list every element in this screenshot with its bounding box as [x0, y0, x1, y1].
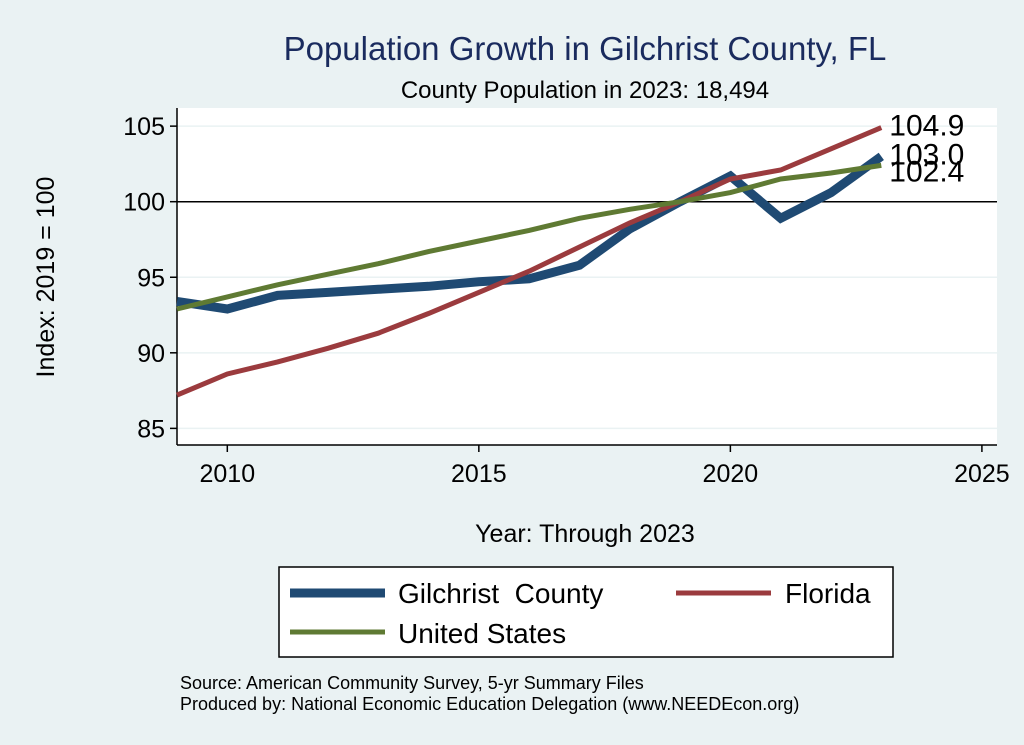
y-tick-label: 85: [137, 415, 165, 443]
series-lines: [176, 125, 884, 398]
series-line-united-states: [176, 162, 882, 312]
legend-label-gilchrist: Gilchrist County: [398, 578, 603, 609]
x-tick-label: 2025: [954, 460, 1010, 488]
x-tick-label: 2010: [199, 460, 255, 488]
legend-box: [278, 566, 894, 658]
legend: Gilchrist County Florida United States: [278, 566, 894, 658]
y-axis-title: Index: 2019 = 100: [32, 177, 60, 378]
end-label-florida: 104.9: [889, 110, 964, 143]
legend-label-florida: Florida: [785, 578, 871, 609]
legend-label-us: United States: [398, 618, 566, 649]
y-tick-label: 105: [123, 113, 165, 141]
axes: 85 90 95 100 105 2010 2015 2020 2025: [123, 108, 1010, 488]
y-tick-label: 90: [137, 340, 165, 368]
chart-subtitle: County Population in 2023: 18,494: [401, 77, 769, 104]
x-tick-label: 2020: [703, 460, 759, 488]
series-line-florida: [176, 125, 883, 398]
chart-title: Population Growth in Gilchrist County, F…: [284, 30, 887, 67]
y-tick-label: 95: [137, 264, 165, 292]
y-tick-label: 100: [123, 189, 165, 217]
end-label-united-states: 102.4: [889, 155, 964, 188]
source-note: Source: American Community Survey, 5-yr …: [180, 673, 644, 693]
x-tick-label: 2015: [451, 460, 507, 488]
end-label-gilchrist-county: 103.0: [889, 138, 964, 171]
x-axis-title: Year: Through 2023: [475, 520, 695, 548]
produced-by-note: Produced by: National Economic Education…: [180, 694, 799, 714]
series-line-gilchrist-county: [176, 152, 884, 314]
